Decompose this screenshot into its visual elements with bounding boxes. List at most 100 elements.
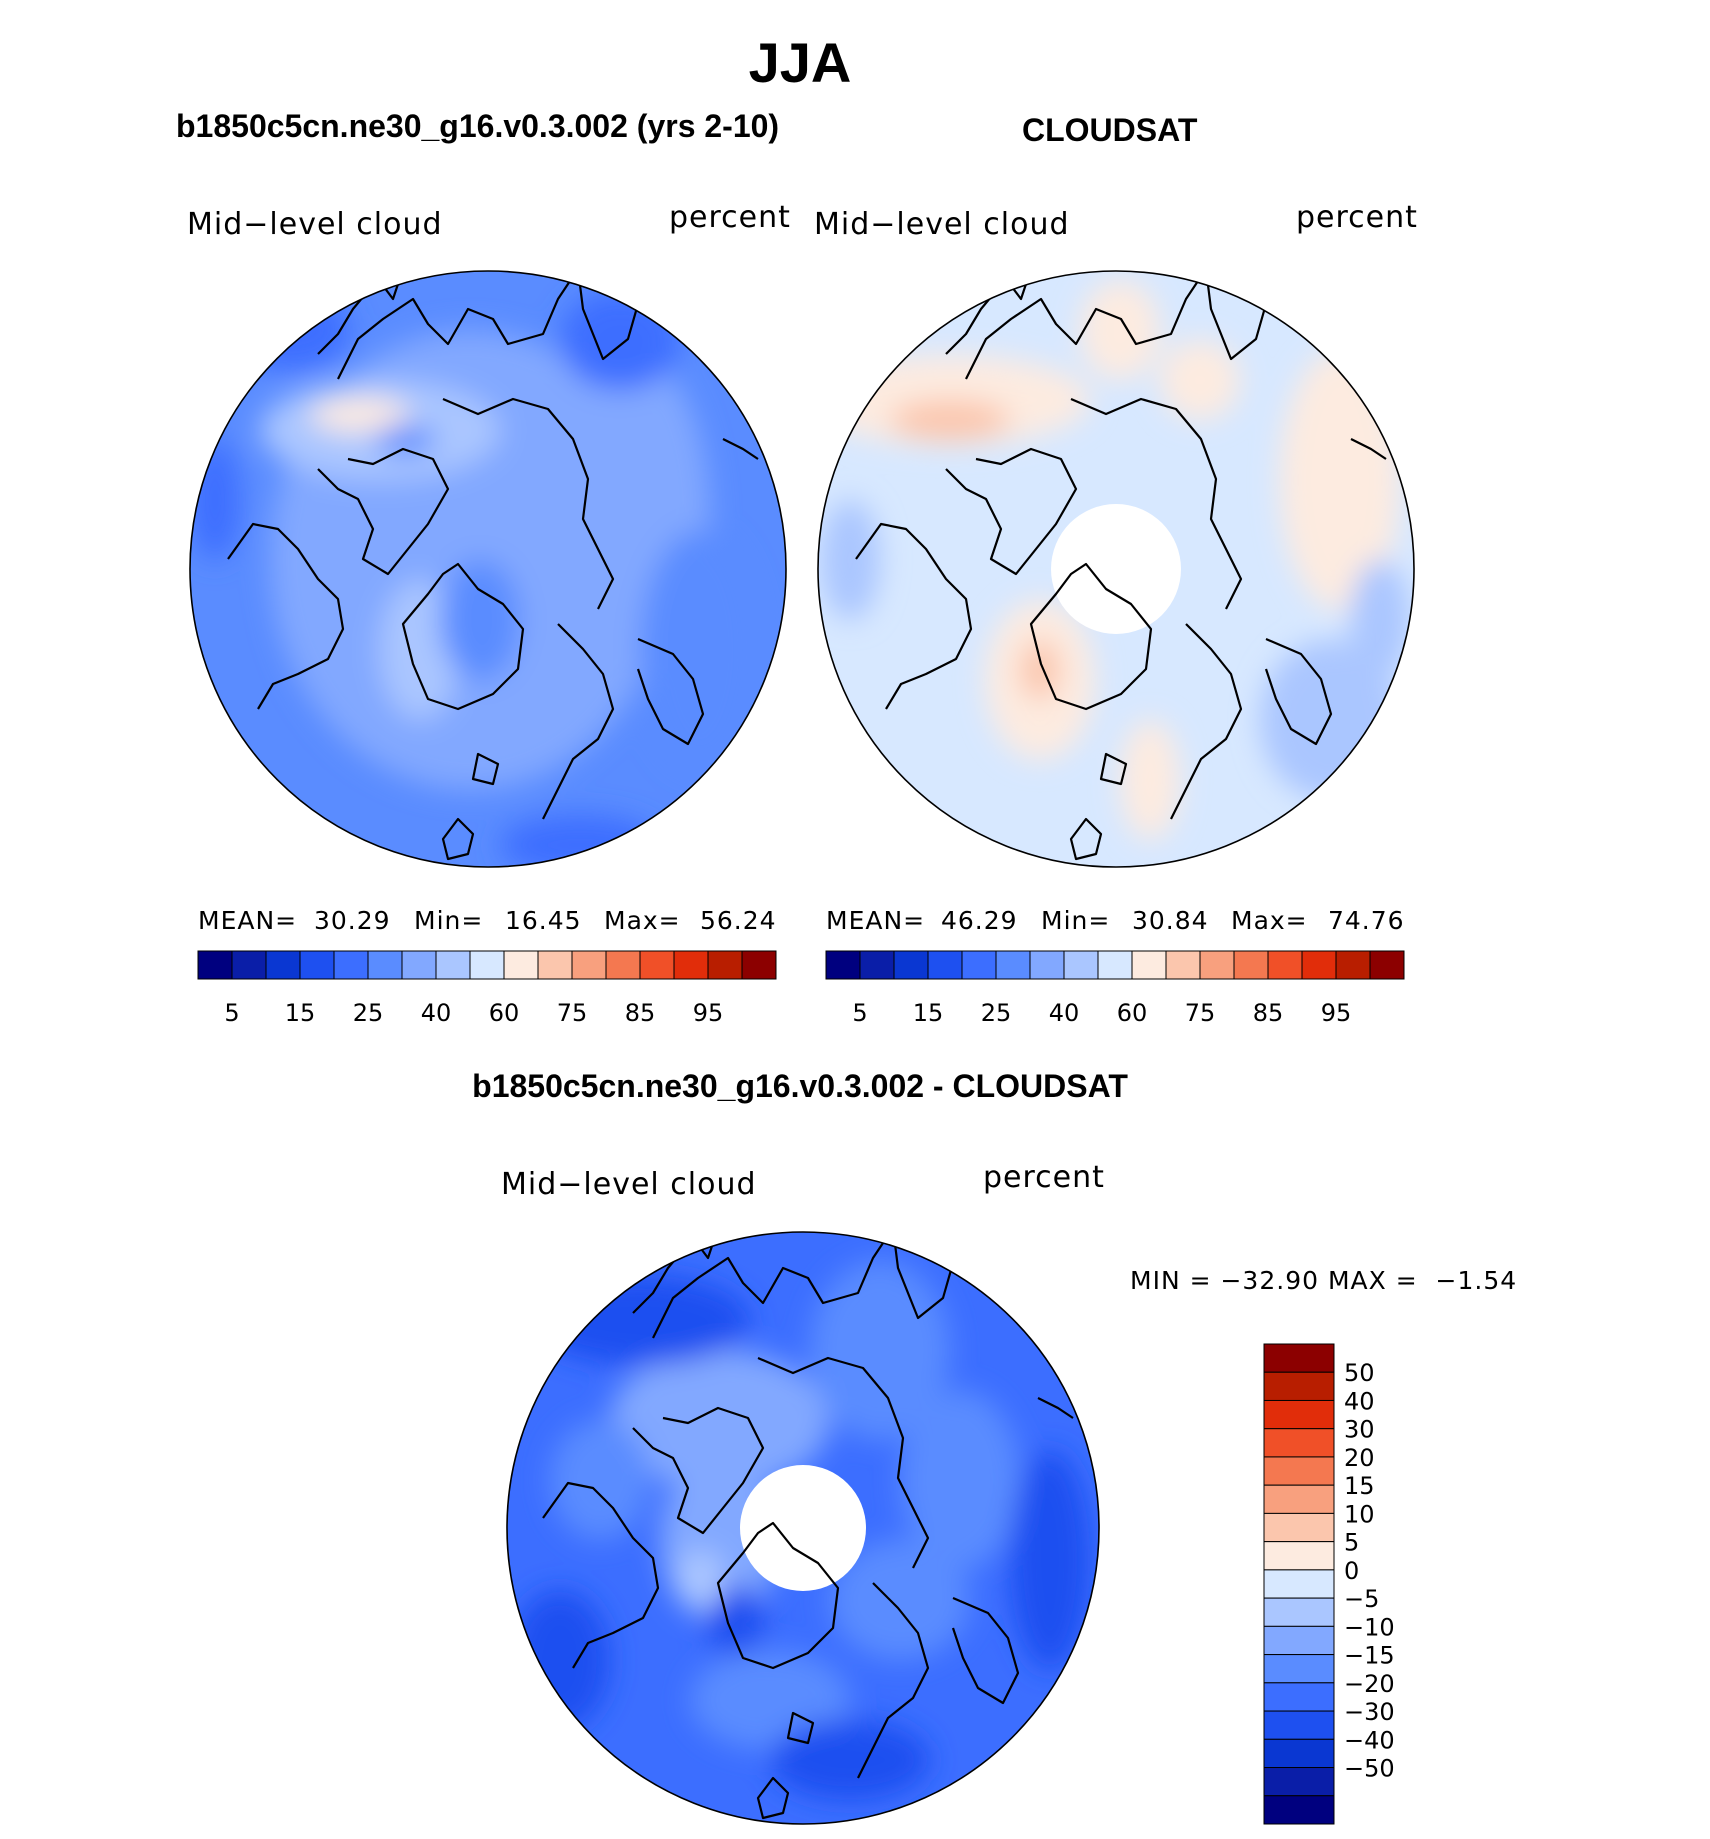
panel1-min-value: 16.45 bbox=[505, 906, 582, 935]
panel1-mean-label: MEAN= bbox=[198, 906, 298, 935]
colorbar-box bbox=[1263, 1710, 1335, 1740]
colorbar-tick-label: 85 bbox=[1253, 999, 1284, 1027]
colorbar-box bbox=[1301, 950, 1337, 980]
colorbar-box bbox=[1263, 1569, 1335, 1599]
colorbar-box bbox=[1263, 1625, 1335, 1656]
colorbar-box bbox=[265, 950, 301, 980]
colorbar-tick-label: 30 bbox=[1344, 1416, 1375, 1444]
colorbar-box bbox=[1263, 1371, 1335, 1401]
colorbar-box bbox=[639, 950, 675, 980]
colorbar-box bbox=[1263, 1428, 1335, 1458]
panel1-max-label: Max= bbox=[604, 906, 681, 935]
colorbar-tick-label: 15 bbox=[285, 999, 316, 1027]
colorbar-tick-label: 5 bbox=[1344, 1529, 1359, 1557]
colorbar-box bbox=[1263, 1541, 1335, 1571]
panel2-max-label: Max= bbox=[1231, 906, 1308, 935]
panel2-min-value: 30.84 bbox=[1132, 906, 1209, 935]
colorbar-box bbox=[401, 950, 437, 980]
colorbar-box bbox=[537, 950, 573, 980]
panel2-colorbar: 5 15 25 40 60 75 85 95 bbox=[825, 950, 1405, 1027]
panel1-units-label: percent bbox=[669, 200, 791, 235]
colorbar-box bbox=[1263, 1682, 1335, 1712]
colorbar-box bbox=[571, 950, 607, 980]
colorbar-box bbox=[1267, 950, 1303, 980]
colorbar-box bbox=[1263, 1343, 1335, 1373]
colorbar-tick-label: 15 bbox=[913, 999, 944, 1027]
colorbar-box bbox=[1165, 950, 1201, 980]
panel2-title: CLOUDSAT bbox=[1022, 112, 1198, 148]
colorbar-box bbox=[333, 950, 369, 980]
diff-units-label: percent bbox=[983, 1160, 1105, 1195]
colorbar-tick-label: 25 bbox=[353, 999, 384, 1027]
colorbar-tick-label: 5 bbox=[224, 999, 239, 1027]
colorbar-box bbox=[1199, 950, 1235, 980]
colorbar-box bbox=[231, 950, 267, 980]
colorbar-tick-label: 50 bbox=[1344, 1359, 1375, 1387]
colorbar-box bbox=[367, 950, 403, 980]
colorbar-box bbox=[1131, 950, 1167, 980]
colorbar-box bbox=[1263, 1654, 1335, 1684]
colorbar-box bbox=[1335, 950, 1371, 980]
colorbar-tick-label: −40 bbox=[1344, 1726, 1395, 1754]
colorbar-box bbox=[825, 950, 861, 980]
diff-stats: MIN = −32.90 MAX = −1.54 bbox=[1130, 1266, 1518, 1295]
colorbar-tick-label: 15 bbox=[1344, 1472, 1375, 1500]
colorbar-tick-label: 10 bbox=[1344, 1500, 1375, 1528]
colorbar-box bbox=[435, 950, 471, 980]
colorbar-box bbox=[927, 950, 963, 980]
panel1-variable-label: Mid−level cloud bbox=[187, 207, 443, 242]
colorbar-tick-label: 60 bbox=[1117, 999, 1148, 1027]
colorbar-box bbox=[1263, 1795, 1335, 1825]
colorbar-box bbox=[1097, 950, 1133, 980]
colorbar-box bbox=[1263, 1767, 1335, 1797]
colorbar-tick-label: 75 bbox=[557, 999, 588, 1027]
panel2-min-label: Min= bbox=[1041, 906, 1111, 935]
colorbar-tick-label: 95 bbox=[693, 999, 724, 1027]
colorbar-box bbox=[1369, 950, 1405, 980]
colorbar-tick-label: −10 bbox=[1344, 1613, 1395, 1641]
colorbar-box bbox=[961, 950, 997, 980]
panel1-mean-value: 30.29 bbox=[314, 906, 391, 935]
colorbar-box bbox=[605, 950, 641, 980]
colorbar-tick-label: 25 bbox=[981, 999, 1012, 1027]
colorbar-box bbox=[503, 950, 539, 980]
colorbar-box bbox=[1263, 1399, 1335, 1430]
colorbar-box bbox=[197, 950, 233, 980]
colorbar-tick-label: −5 bbox=[1344, 1585, 1379, 1613]
colorbar-box bbox=[469, 950, 505, 980]
colorbar-box bbox=[859, 950, 895, 980]
colorbar-box bbox=[1029, 950, 1065, 980]
panel2-units-label: percent bbox=[1296, 200, 1418, 235]
panel1-colorbar: 5 15 25 40 60 75 85 95 bbox=[197, 950, 777, 1027]
diff-panel-title: b1850c5cn.ne30_g16.v0.3.002 - CLOUDSAT bbox=[472, 1068, 1128, 1104]
colorbar-tick-label: −50 bbox=[1344, 1755, 1395, 1783]
panel1-title: b1850c5cn.ne30_g16.v0.3.002 (yrs 2-10) bbox=[176, 108, 780, 144]
figure-title: JJA bbox=[748, 31, 852, 94]
colorbar-box bbox=[707, 950, 743, 980]
panel2-mean-label: MEAN= bbox=[826, 906, 926, 935]
colorbar-tick-label: 95 bbox=[1321, 999, 1352, 1027]
colorbar-tick-label: 60 bbox=[489, 999, 520, 1027]
colorbar-box bbox=[673, 950, 709, 980]
diff-variable-label: Mid−level cloud bbox=[501, 1167, 757, 1202]
panel1-map bbox=[189, 270, 787, 868]
panel2-mean-value: 46.29 bbox=[941, 906, 1018, 935]
colorbar-tick-label: −15 bbox=[1344, 1642, 1395, 1670]
colorbar-tick-label: 40 bbox=[421, 999, 452, 1027]
colorbar-tick-label: 40 bbox=[1344, 1387, 1375, 1415]
colorbar-box bbox=[995, 950, 1031, 980]
colorbar-box bbox=[299, 950, 335, 980]
panel2-variable-label: Mid−level cloud bbox=[814, 207, 1070, 242]
diff-map bbox=[506, 1231, 1100, 1825]
colorbar-tick-label: 0 bbox=[1344, 1557, 1359, 1585]
colorbar-tick-label: −30 bbox=[1344, 1698, 1395, 1726]
colorbar-box bbox=[1263, 1456, 1335, 1486]
panel1-max-value: 56.24 bbox=[700, 906, 777, 935]
colorbar-box bbox=[1263, 1738, 1335, 1769]
colorbar-box bbox=[1063, 950, 1099, 980]
colorbar-tick-label: 5 bbox=[852, 999, 867, 1027]
colorbar-tick-label: 20 bbox=[1344, 1444, 1375, 1472]
panel2-max-value: 74.76 bbox=[1328, 906, 1405, 935]
colorbar-box bbox=[893, 950, 929, 980]
